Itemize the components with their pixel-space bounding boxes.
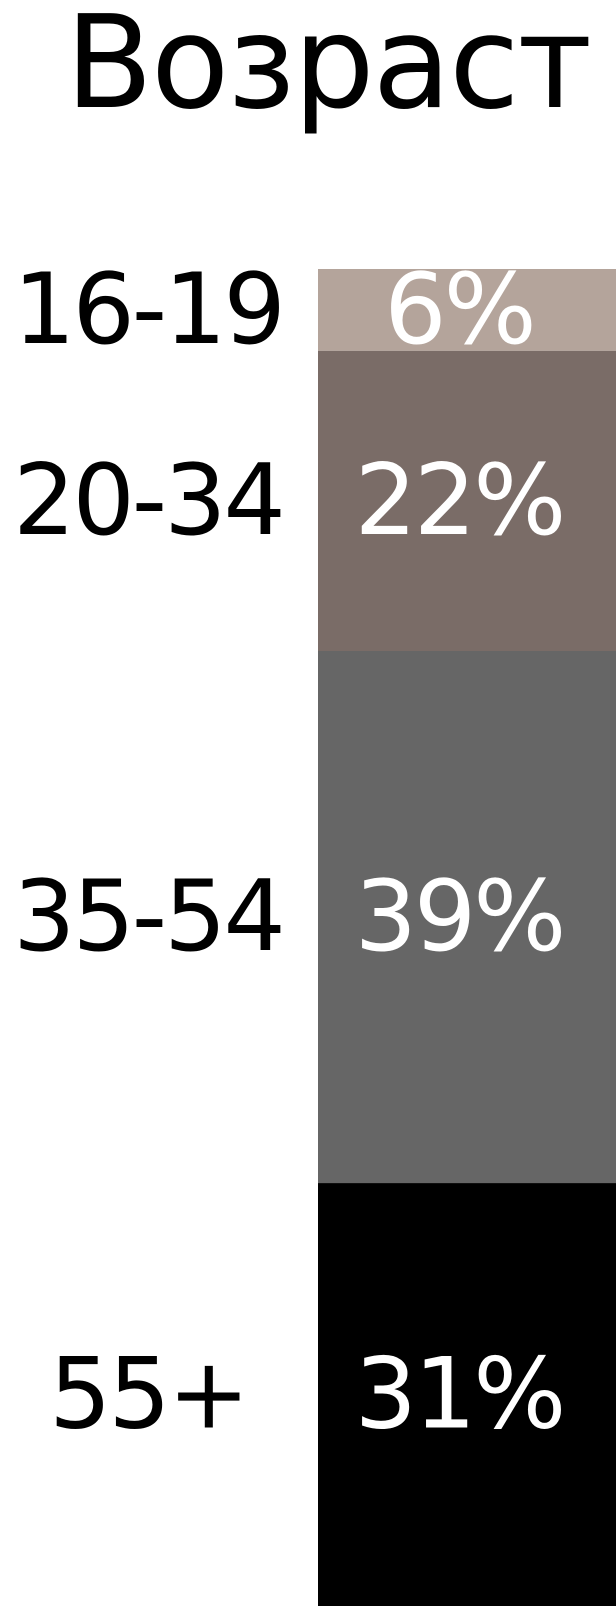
value-label-35-54: 39% (355, 860, 564, 974)
chart-title: Возраст (65, 0, 592, 138)
category-labels: 16-19 20-34 35-54 55+ (13, 253, 286, 1452)
category-label-55: 55+ (49, 1338, 247, 1452)
value-label-55: 31% (355, 1338, 564, 1452)
value-label-20-34: 22% (355, 444, 564, 558)
bar-segment-55 (318, 1183, 616, 1606)
bar-segment-16-19 (318, 269, 616, 351)
category-label-35-54: 35-54 (13, 860, 283, 974)
bar-segment-20-34 (318, 350, 616, 651)
bar-segments (318, 269, 616, 1606)
category-label-16-19: 16-19 (13, 253, 283, 367)
bar-segment-35-54 (318, 651, 616, 1184)
value-labels: 6% 22% 39% 31% (355, 253, 567, 1452)
category-label-20-34: 20-34 (13, 444, 283, 558)
value-label-16-19: 6% (384, 253, 533, 367)
